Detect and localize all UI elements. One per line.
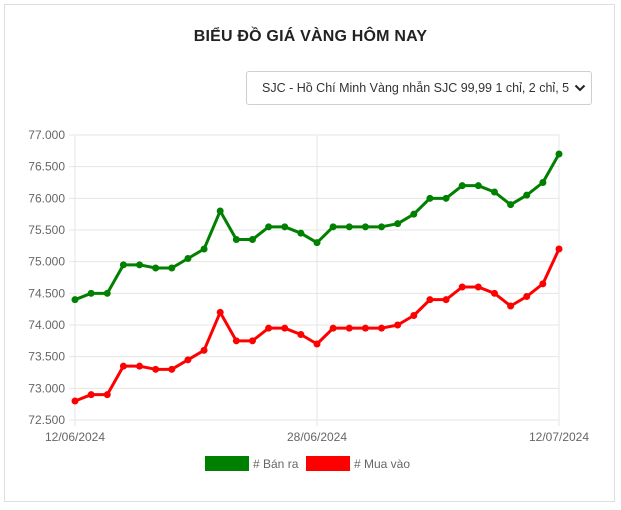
data-point (426, 296, 434, 304)
legend-item[interactable]: # Bán ra (205, 456, 299, 471)
data-point (152, 264, 160, 272)
data-point (103, 289, 111, 297)
chart-legend: # Bán ra # Mua vào (205, 456, 410, 471)
x-tick-label: 12/07/2024 (529, 430, 589, 444)
data-point (378, 223, 386, 231)
data-point (426, 194, 434, 202)
data-point (136, 261, 144, 269)
data-point (281, 223, 289, 231)
data-point (87, 289, 95, 297)
data-point (297, 331, 305, 338)
data-point (119, 362, 127, 370)
data-point (345, 223, 353, 231)
data-point (265, 223, 273, 231)
legend-swatch (205, 456, 249, 471)
data-point (297, 229, 305, 237)
data-point (152, 365, 160, 373)
data-point (232, 337, 240, 345)
data-point (442, 194, 450, 202)
gold-type-select-value: SJC - Hồ Chí Minh Vàng nhẫn SJC 99,99 1 … (262, 81, 569, 95)
chart-title: BIỂU ĐỒ GIÁ VÀNG HÔM NAY (193, 28, 428, 45)
data-point (378, 324, 386, 332)
data-point (507, 302, 515, 310)
data-point (168, 365, 176, 373)
data-point (490, 289, 498, 297)
x-tick-label: 28/06/2024 (287, 430, 347, 444)
data-point (539, 280, 547, 288)
data-point (410, 210, 418, 218)
y-axis-ticks: 72.500 73.000 73.500 74.000 74.500 75.000 75.5… (28, 128, 65, 427)
x-tick-label: 12/06/2024 (45, 430, 105, 444)
y-tick-label: 72.500 (28, 413, 65, 427)
y-tick-label: 74.000 (28, 318, 65, 332)
series-ban-ra (71, 150, 563, 304)
legend-item[interactable]: # Mua vào (306, 456, 410, 471)
data-point (345, 324, 353, 332)
data-point (313, 239, 321, 247)
data-point (490, 188, 498, 196)
data-point (168, 264, 176, 272)
chart-series (71, 150, 563, 405)
data-point (232, 236, 240, 243)
data-point (313, 340, 321, 348)
y-tick-label: 73.000 (28, 381, 65, 395)
y-tick-label: 77.000 (28, 128, 65, 142)
chevron-down-icon (569, 71, 591, 105)
y-tick-label: 76.000 (28, 191, 65, 205)
data-point (248, 337, 256, 345)
data-point (458, 283, 466, 291)
data-point (136, 362, 144, 370)
data-point (329, 324, 337, 332)
y-tick-label: 76.500 (28, 160, 65, 174)
data-point (184, 255, 192, 262)
y-tick-label: 75.500 (28, 223, 65, 237)
series-mua-vao (71, 245, 563, 405)
y-tick-label: 75.000 (28, 255, 65, 269)
data-point (87, 391, 95, 399)
data-point (410, 312, 418, 319)
data-point (555, 150, 563, 158)
legend-label: # Bán ra (253, 457, 299, 471)
data-point (119, 261, 127, 269)
data-point (539, 179, 547, 186)
y-tick-label: 73.500 (28, 350, 65, 364)
data-point (184, 356, 192, 364)
y-tick-label: 74.500 (28, 286, 65, 300)
legend-label: # Mua vào (354, 457, 410, 471)
data-point (523, 293, 531, 300)
data-point (442, 296, 450, 304)
data-point (458, 182, 466, 190)
data-point (281, 324, 289, 332)
data-point (474, 283, 482, 291)
data-point (523, 191, 531, 199)
data-point (200, 245, 208, 253)
data-point (474, 182, 482, 190)
data-point (216, 308, 224, 316)
data-point (71, 296, 79, 304)
data-point (555, 245, 563, 253)
x-axis-ticks: 12/06/2024 28/06/2024 12/07/2024 (45, 430, 589, 444)
data-point (200, 346, 208, 354)
legend-swatch (306, 456, 350, 471)
data-point (361, 324, 369, 332)
data-point (265, 324, 273, 332)
data-point (216, 207, 224, 215)
data-point (248, 236, 256, 243)
data-point (394, 220, 402, 228)
data-point (329, 223, 337, 231)
gold-type-select[interactable]: SJC - Hồ Chí Minh Vàng nhẫn SJC 99,99 1 … (246, 71, 592, 105)
data-point (71, 397, 79, 405)
data-point (394, 321, 402, 329)
data-point (361, 223, 369, 231)
chart-grid (69, 134, 560, 426)
data-point (103, 391, 111, 399)
data-point (507, 201, 515, 209)
